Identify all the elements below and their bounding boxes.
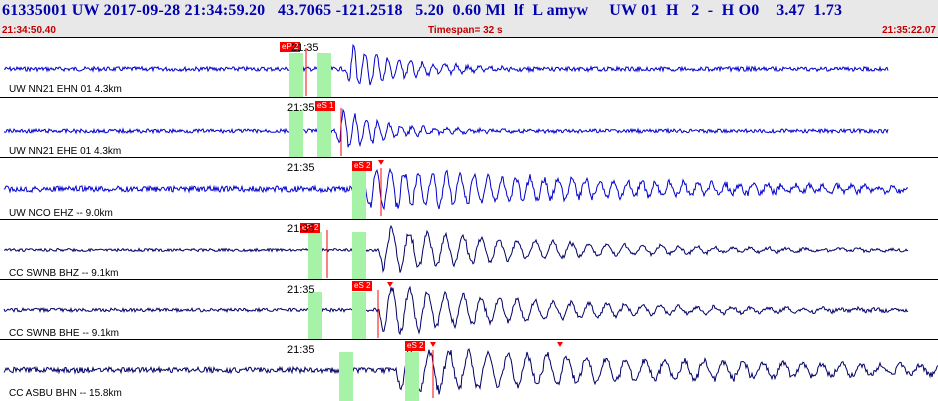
s-window — [352, 170, 366, 220]
trace-panel-asbu-bhn[interactable]: eS 2 21:35 CC ASBU BHN -- 15.8km — [0, 339, 938, 401]
trace-panel-nn21-ehn[interactable]: eP 2 21:35 UW NN21 EHN 01 4.3km — [0, 37, 938, 98]
s-window — [317, 110, 331, 158]
trace-panel-nco-ehz[interactable]: eS 2 21:35 UW NCO EHZ -- 9.0km — [0, 157, 938, 220]
waveform-asbu-bhn — [3, 342, 938, 398]
p-window — [289, 110, 303, 158]
time-label: 21:35 — [287, 102, 315, 114]
waveform-nco-ehz — [3, 160, 909, 216]
s-window — [317, 53, 331, 98]
s-window — [405, 352, 419, 401]
end-time: 21:35:22.07 — [882, 25, 936, 36]
pick-flag[interactable]: eS 2 — [352, 281, 373, 291]
event-title: 61335001 UW 2017-09-28 21:34:59.20 43.70… — [2, 2, 843, 19]
waveform-swnb-bhz — [3, 224, 909, 278]
event-header: 61335001 UW 2017-09-28 21:34:59.20 43.70… — [0, 0, 938, 37]
pick-flag[interactable]: eS 1 — [315, 101, 336, 111]
p-window — [308, 232, 322, 280]
waveform-line — [3, 108, 889, 148]
waveform-line — [3, 224, 909, 274]
pick-flag[interactable]: eP 2 — [300, 223, 321, 233]
time-label: 21:35 — [291, 42, 319, 54]
s-window — [352, 292, 366, 340]
start-time: 21:34:50.40 — [2, 25, 56, 36]
time-label: 21:35 — [287, 344, 315, 356]
trace-panel-swnb-bhe[interactable]: eS 2 21:35 CC SWNB BHE -- 9.1km — [0, 279, 938, 340]
s-window — [352, 232, 366, 280]
pick-flag[interactable]: eP 2 — [280, 42, 301, 52]
waveform-swnb-bhe — [3, 282, 909, 338]
station-label: CC ASBU BHN -- 15.8km — [9, 388, 122, 399]
arrival-marker — [387, 282, 393, 287]
waveform-nn21-ehn — [3, 44, 889, 96]
station-label: CC SWNB BHE -- 9.1km — [9, 328, 120, 339]
pick-flag[interactable]: eS 2 — [352, 161, 373, 171]
time-label: 21:35 — [287, 162, 315, 174]
trace-panel-nn21-ehe[interactable]: eS 1 21:35 UW NN21 EHE 01 4.3km — [0, 97, 938, 158]
waveform-line — [3, 44, 889, 86]
timespan-label: Timespan= 32 s — [428, 25, 503, 36]
waveform-nn21-ehe — [3, 108, 889, 156]
station-label: UW NCO EHZ -- 9.0km — [9, 208, 113, 219]
waveform-line — [3, 163, 909, 211]
p-window — [339, 352, 353, 401]
station-label: UW NN21 EHE 01 4.3km — [9, 146, 122, 157]
station-label: CC SWNB BHZ -- 9.1km — [9, 268, 119, 279]
trace-panel-swnb-bhz[interactable]: eP 2 21:35 CC SWNB BHZ -- 9.1km — [0, 219, 938, 280]
p-window — [308, 292, 322, 340]
arrival-marker — [378, 160, 384, 165]
p-window — [289, 53, 303, 98]
station-label: UW NN21 EHN 01 4.3km — [9, 84, 122, 95]
arrival-marker — [430, 342, 436, 347]
waveform-line — [3, 285, 909, 336]
time-label: 21:35 — [287, 223, 315, 235]
pick-flag[interactable]: eS 2 — [405, 341, 426, 351]
arrival-marker — [557, 342, 563, 347]
waveform-line — [3, 346, 938, 395]
time-label: 21:35 — [287, 284, 315, 296]
